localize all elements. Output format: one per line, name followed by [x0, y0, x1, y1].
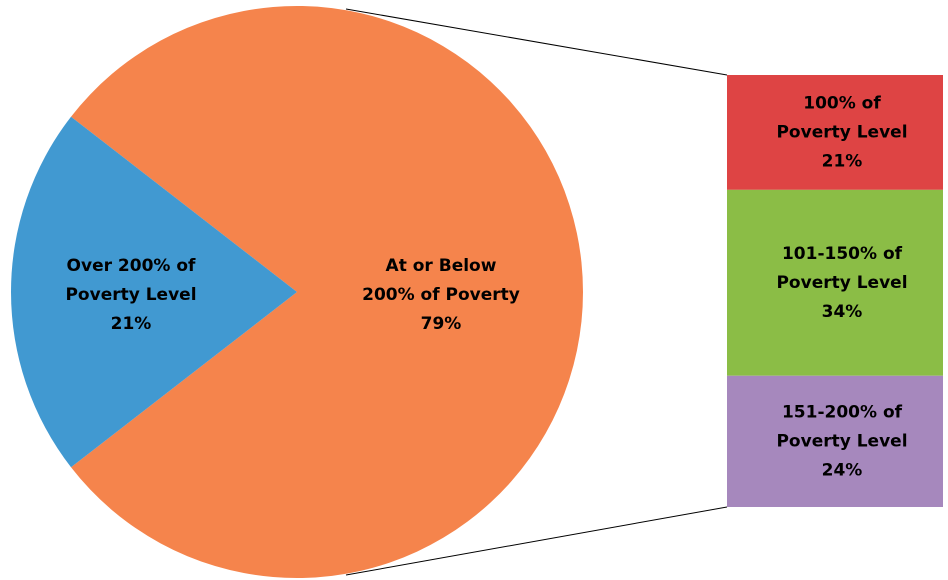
pie-slice-0	[71, 5, 584, 578]
pie: At or Below 200% of Poverty 79% Over 200% o…	[10, 5, 584, 578]
pie-slice-label-0: At or Below 200% of Poverty 79%	[362, 256, 520, 334]
connector-line-top	[345, 8, 728, 76]
bar-segment-label-1: 101-150% of Poverty Level 34%	[776, 244, 907, 322]
bar-segment-1	[727, 189, 943, 376]
bar-segment-label-0: 100% of Poverty Level 21%	[776, 93, 907, 171]
connector-line-bottom	[345, 506, 728, 576]
bar-segment-2	[727, 375, 943, 507]
bar-segment-0	[727, 75, 943, 190]
pie-slice-1	[10, 116, 297, 468]
connector-lines	[345, 8, 728, 576]
bar-segment-label-2: 151-200% of Poverty Level 24%	[776, 402, 907, 480]
stacked-bar: 100% of Poverty Level 21% 101-150% of Povert…	[727, 75, 943, 507]
pie-slice-label-1: Over 200% of Poverty Level 21%	[65, 256, 196, 334]
